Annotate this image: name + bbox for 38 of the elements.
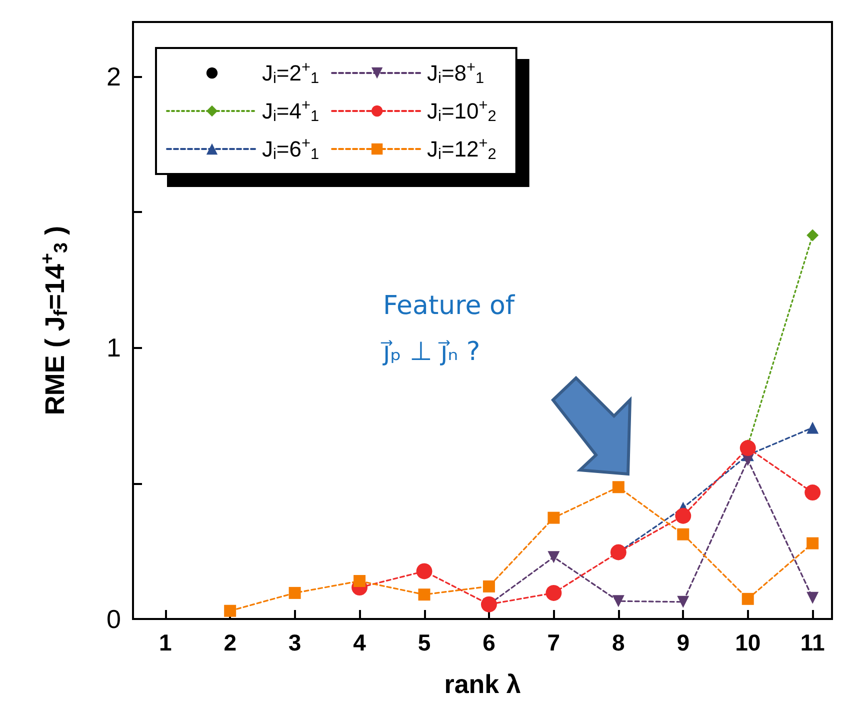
y-tick-label: 2: [106, 61, 121, 92]
x-tick-label: 7: [547, 630, 560, 656]
point: [612, 481, 624, 494]
x-tick-label: 2: [224, 630, 236, 656]
point: [677, 596, 690, 608]
point: [675, 508, 692, 524]
point: [742, 592, 754, 605]
point: [804, 484, 821, 501]
y-axis-title: RME ( Jf=14+3 ): [38, 226, 72, 416]
x-tick-label: 3: [288, 630, 302, 656]
point: [612, 595, 624, 608]
x-tick-label: 4: [353, 630, 366, 656]
x-tick-label: 1: [158, 630, 172, 656]
x-tick-label: 8: [612, 630, 626, 656]
x-tick-label: 11: [800, 630, 825, 656]
point: [416, 563, 432, 580]
point: [677, 528, 690, 540]
point: [482, 580, 495, 592]
point: [548, 551, 560, 564]
x-tick-label: 10: [735, 630, 761, 656]
x-axis-title: rank λ: [444, 669, 522, 699]
point: [546, 584, 562, 601]
point: [806, 422, 819, 434]
point: [288, 586, 301, 599]
point: [806, 592, 819, 604]
point: [806, 229, 819, 242]
x-tick-label: 9: [676, 630, 690, 656]
annotation: Feature of j⃗ₚ ⊥ j⃗ₙ ?: [380, 291, 516, 367]
point: [740, 440, 756, 456]
point: [354, 575, 366, 588]
y-tick-label: 0: [106, 604, 121, 634]
x-tick-label: 6: [482, 630, 496, 656]
x-tick-label: 5: [418, 630, 431, 656]
point: [806, 537, 819, 550]
point: [418, 588, 430, 601]
point: [224, 604, 236, 617]
y-tick-label: 1: [106, 332, 121, 363]
point: [548, 512, 560, 524]
